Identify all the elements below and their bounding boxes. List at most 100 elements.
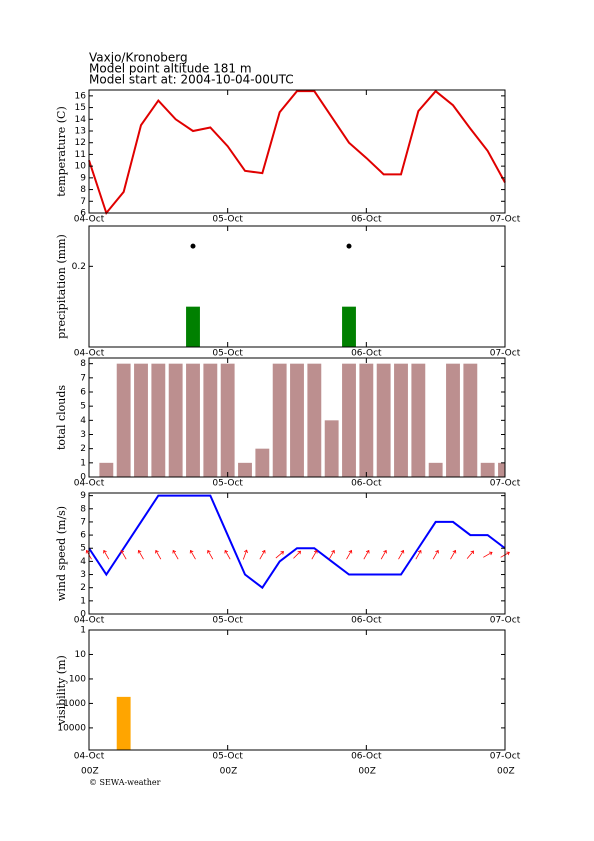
x-tick-label: 05-Oct [212, 616, 243, 626]
bar [290, 363, 304, 477]
bar [203, 363, 218, 477]
panel: 0 1 2 3 4 5 6 7 8 04-Oct 05-Oct 06-Oct 07-Oct total c… [55, 357, 521, 489]
bar [324, 420, 339, 477]
bar [186, 306, 200, 347]
x-tick-label: 04-Oct [74, 215, 105, 225]
y-tick-label: 6 [80, 531, 86, 541]
wind-arrow [483, 551, 493, 558]
wind-arrow [432, 549, 439, 560]
x-tick-label: 06-Oct [351, 616, 382, 626]
bar [116, 363, 131, 477]
bar [463, 363, 478, 477]
y-tick-label: 14 [75, 115, 87, 125]
y-tick-label: 11 [75, 150, 86, 160]
wind-arrow [189, 549, 196, 560]
y-tick-label: 6 [80, 209, 86, 219]
bar [446, 363, 460, 477]
x-sublabel: 00Z [358, 767, 376, 777]
y-axis-label: wind speed (m/s) [55, 506, 68, 601]
y-tick-label: 9 [80, 491, 86, 501]
plot-frame [88, 225, 506, 348]
x-tick-label: 04-Oct [74, 349, 105, 359]
x-tick-label: 05-Oct [212, 752, 243, 762]
y-tick-label: 4 [80, 557, 86, 567]
wind-arrow [346, 549, 353, 560]
x-sublabel: 00Z [81, 767, 99, 777]
y-tick-label: 1 [80, 458, 86, 468]
wind-arrow [172, 549, 179, 560]
line [88, 89, 506, 216]
x-tick-label: 05-Oct [212, 349, 243, 359]
x-tick-label: 07-Oct [490, 752, 521, 762]
wind-arrow [259, 549, 266, 560]
header-line: Model start at: 2004-10-04-00UTC [89, 73, 294, 87]
y-axis-label: precipitation (mm) [55, 234, 68, 339]
x-tick-label: 06-Oct [351, 215, 382, 225]
bar [168, 363, 183, 477]
bar [307, 363, 322, 477]
x-sublabel: 00Z [220, 767, 238, 777]
bar [359, 363, 374, 477]
x-tick-label: 05-Oct [212, 479, 243, 489]
wind-arrow [275, 551, 285, 559]
wind-arrow [466, 550, 474, 559]
wind-arrow [450, 549, 457, 560]
wind-arrow [120, 549, 127, 560]
bar [272, 363, 287, 477]
bar [255, 448, 270, 477]
panel: 0 1 2 3 4 5 6 7 8 9 04-Oct 05-Oct 06-Oct 07-Oct wind s… [55, 491, 521, 625]
y-tick-label: 2 [80, 444, 86, 454]
x-tick-label: 04-Oct [74, 479, 105, 489]
bar [428, 462, 443, 477]
x-tick-label: 06-Oct [351, 349, 382, 359]
plot-frame [88, 492, 506, 615]
y-tick-label: 13 [75, 127, 86, 137]
x-tick-label: 06-Oct [351, 479, 382, 489]
y-tick-label: 8 [80, 359, 86, 369]
wind-arrow [242, 549, 248, 560]
y-tick-label: 9 [80, 173, 86, 183]
wind-arrow [363, 549, 370, 560]
marker [346, 243, 352, 249]
y-tick-label: 0 [80, 473, 86, 483]
y-tick-label: 4 [80, 416, 86, 426]
wind-arrow [311, 549, 318, 560]
bar [134, 363, 148, 477]
bar [116, 696, 131, 750]
bar [342, 363, 356, 477]
y-axis-label: temperature (C) [55, 106, 68, 197]
y-tick-label: 3 [80, 570, 86, 580]
wind-arrow [328, 549, 335, 560]
y-tick-label: 0.2 [72, 262, 86, 272]
y-tick-label: 2 [80, 583, 86, 593]
x-tick-label: 04-Oct [74, 616, 105, 626]
bar [480, 462, 495, 477]
y-tick-label: 7 [80, 517, 86, 527]
plot-frame [88, 629, 506, 751]
x-tick-label: 04-Oct [74, 752, 105, 762]
bar [498, 462, 505, 477]
bar [238, 462, 252, 477]
x-tick-label: 07-Oct [490, 349, 521, 359]
wind-arrow [207, 549, 214, 560]
wind-arrow [224, 549, 231, 560]
wind-arrow [398, 549, 405, 560]
y-tick-label: 10 [75, 162, 87, 172]
wind-arrow [103, 549, 110, 560]
y-tick-label: 5 [80, 402, 86, 412]
y-tick-label: 12 [75, 138, 86, 148]
bar [394, 363, 408, 477]
y-axis-label: total clouds [55, 385, 68, 450]
x-tick-label: 07-Oct [490, 215, 521, 225]
y-tick-label: 10000 [57, 723, 86, 733]
y-tick-label: 7 [80, 373, 86, 383]
bar [186, 363, 200, 477]
marker [190, 243, 196, 249]
y-tick-label: 16 [75, 91, 87, 101]
y-tick-label: 0 [80, 610, 86, 620]
y-axis-label: visibility (m) [55, 655, 68, 726]
bar [376, 363, 391, 477]
x-tick-label: 06-Oct [351, 752, 382, 762]
